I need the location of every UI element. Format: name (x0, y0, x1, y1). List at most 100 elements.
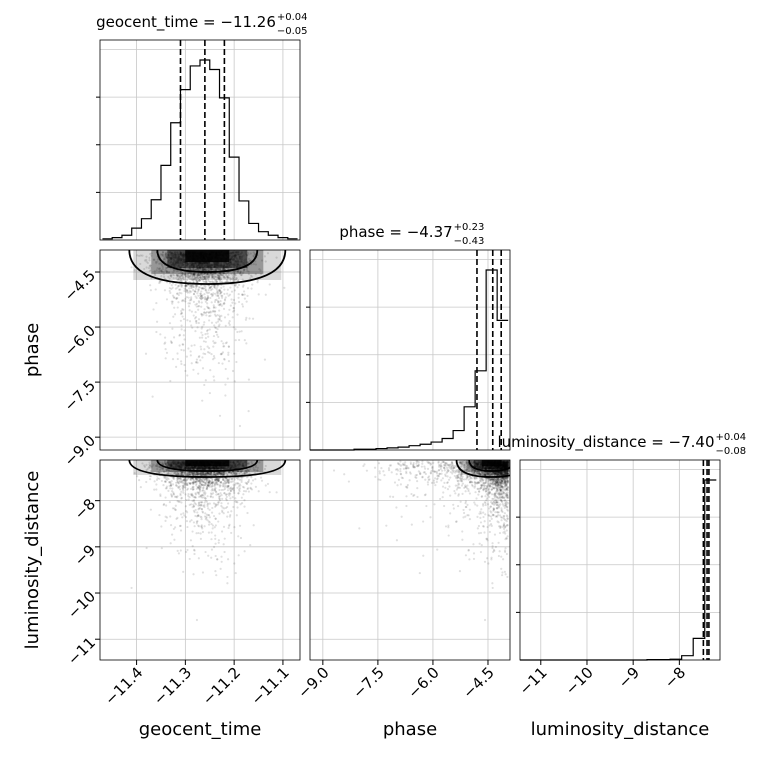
sample-point (210, 495, 212, 497)
sample-point (183, 479, 185, 481)
sample-point (220, 556, 222, 558)
sample-point (178, 334, 180, 336)
sample-point (194, 304, 196, 306)
sample-point (225, 507, 227, 509)
sample-point (191, 494, 193, 496)
sample-point (213, 546, 215, 548)
sample-point (164, 289, 166, 291)
sample-point (214, 293, 216, 295)
sample-point (180, 513, 182, 515)
sample-point (180, 349, 182, 351)
sample-point (197, 532, 199, 534)
sample-point (189, 299, 191, 301)
sample-point (189, 320, 191, 322)
sample-point (204, 490, 206, 492)
sample-point (225, 493, 227, 495)
sample-point (227, 377, 229, 379)
sample-point (170, 524, 172, 526)
title-plus-geocent_time: +0.04 (277, 12, 308, 23)
sample-point (223, 302, 225, 304)
sample-point (225, 342, 227, 344)
sample-point (203, 308, 205, 310)
sample-point (218, 297, 220, 299)
sample-point (234, 328, 236, 330)
sample-point (201, 334, 203, 336)
sample-point (190, 519, 192, 521)
sample-point (200, 346, 202, 348)
sample-point (211, 507, 213, 509)
sample-point (186, 290, 188, 292)
sample-point (195, 320, 197, 322)
sample-point (232, 310, 234, 312)
sample-point (220, 568, 222, 570)
sample-point (176, 297, 178, 299)
sample-point (240, 537, 242, 539)
sample-point (227, 558, 229, 560)
sample-point (213, 379, 215, 381)
sample-point (205, 482, 207, 484)
sample-point (227, 354, 229, 356)
sample-point (169, 501, 171, 503)
sample-point (194, 525, 196, 527)
sample-point (175, 482, 177, 484)
sample-point (223, 492, 225, 494)
sample-point (205, 314, 207, 316)
sample-point (214, 313, 216, 315)
sample-point (217, 301, 219, 303)
sample-point (199, 489, 201, 491)
sample-point (155, 302, 157, 304)
sample-point (218, 310, 220, 312)
sample-point (184, 370, 186, 372)
sample-point (195, 288, 197, 290)
sample-point (172, 358, 174, 360)
sample-point (203, 496, 205, 498)
sample-point (217, 520, 219, 522)
sample-point (227, 352, 229, 354)
sample-point (185, 499, 187, 501)
sample-point (195, 484, 197, 486)
sample-point (265, 294, 267, 296)
sample-point (201, 490, 203, 492)
sample-point (186, 526, 188, 528)
sample-point (222, 342, 224, 344)
sample-point (213, 335, 215, 337)
sample-point (198, 493, 200, 495)
sample-point (204, 285, 206, 287)
sample-point (215, 555, 217, 557)
sample-point (275, 491, 277, 493)
sample-point (206, 503, 208, 505)
sample-point (232, 370, 234, 372)
sample-point (254, 478, 256, 480)
sample-point (199, 337, 201, 339)
sample-point (221, 561, 223, 563)
sample-point (215, 518, 217, 520)
sample-point (230, 298, 232, 300)
sample-point (193, 290, 195, 292)
sample-point (186, 520, 188, 522)
sample-point (239, 487, 241, 489)
sample-point (215, 524, 217, 526)
sample-point (210, 486, 212, 488)
sample-point (234, 285, 236, 287)
sample-point (207, 514, 209, 516)
sample-point (176, 293, 178, 295)
sample-point (180, 292, 182, 294)
sample-point (223, 512, 225, 514)
sample-point (234, 302, 236, 304)
sample-point (229, 286, 231, 288)
sample-point (202, 531, 204, 533)
sample-point (214, 543, 216, 545)
sample-point (161, 547, 163, 549)
sample-point (240, 481, 242, 483)
sample-point (196, 511, 198, 513)
sample-point (214, 310, 216, 312)
sample-point (200, 298, 202, 300)
panel-frame (100, 40, 300, 240)
sample-point (161, 480, 163, 482)
sample-point (201, 494, 203, 496)
sample-point (244, 297, 246, 299)
sample-point (175, 518, 177, 520)
sample-point (198, 496, 200, 498)
title-plus-phase: +0.23 (454, 222, 485, 233)
sample-point (180, 501, 182, 503)
